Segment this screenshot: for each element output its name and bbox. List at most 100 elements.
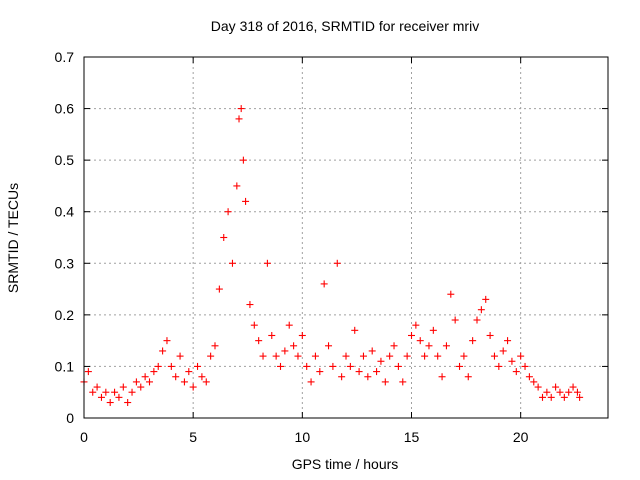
data-point [268, 331, 276, 339]
data-point [377, 357, 385, 365]
data-point [290, 342, 298, 350]
data-point [573, 388, 581, 396]
data-point [451, 316, 459, 324]
data-point [473, 316, 481, 324]
data-point [119, 383, 127, 391]
data-point [111, 388, 119, 396]
data-point [250, 321, 258, 329]
data-point [482, 295, 490, 303]
y-tick-label: 0.4 [55, 204, 75, 220]
y-tick-label: 0.7 [55, 49, 75, 65]
x-tick-label: 5 [189, 429, 197, 445]
data-point [464, 373, 472, 381]
data-point [499, 347, 507, 355]
data-point [351, 326, 359, 334]
data-point [154, 362, 162, 370]
data-point [224, 208, 232, 216]
data-point [146, 378, 153, 386]
y-tick-label: 0.6 [55, 101, 75, 117]
data-point [132, 378, 140, 386]
x-tick-label: 0 [80, 429, 88, 445]
data-point [329, 362, 337, 370]
data-point [504, 337, 512, 345]
data-point [525, 373, 533, 381]
data-point [552, 383, 560, 391]
data-point [556, 388, 564, 396]
data-point [320, 280, 328, 288]
axis-ticks: 0 0.1 0.2 0.3 0.4 0.5 0.6 0.7 0 5 10 15 20 [55, 49, 608, 445]
data-point [530, 378, 538, 386]
data-point [239, 156, 247, 164]
data-point [185, 368, 193, 376]
data-point [438, 373, 446, 381]
x-tick-label: 10 [295, 429, 311, 445]
data-point [394, 362, 402, 370]
y-axis-label: SRMTID / TECUs [5, 183, 21, 293]
data-point [364, 373, 372, 381]
data-point [294, 352, 302, 360]
data-point [477, 306, 485, 314]
data-point [259, 352, 267, 360]
data-point [93, 383, 101, 391]
data-point [447, 290, 455, 298]
data-point [237, 105, 245, 113]
data-point [180, 378, 188, 386]
data-point [89, 388, 97, 396]
data-point [235, 115, 243, 123]
data-point [517, 352, 525, 360]
data-point [172, 373, 180, 381]
data-point [303, 362, 311, 370]
data-point [386, 352, 394, 360]
data-point [84, 368, 92, 376]
data-point [242, 197, 250, 205]
data-point [246, 301, 254, 309]
y-tick-label: 0.1 [55, 358, 75, 374]
data-point [521, 362, 529, 370]
data-point [124, 399, 132, 407]
data-point [469, 337, 477, 345]
data-point [456, 362, 464, 370]
y-tick-label: 0 [66, 410, 74, 426]
data-point [137, 383, 145, 391]
data-point [263, 259, 271, 267]
data-point [359, 352, 367, 360]
data-point [311, 352, 319, 360]
data-point [316, 368, 324, 376]
data-point [543, 388, 551, 396]
data-point [373, 368, 381, 376]
data-point [460, 352, 468, 360]
data-point [425, 342, 433, 350]
chart-title: Day 318 of 2016, SRMTID for receiver mri… [211, 18, 479, 34]
data-point [390, 342, 398, 350]
data-points [80, 105, 584, 407]
x-tick-label: 15 [404, 429, 420, 445]
data-point [159, 347, 167, 355]
data-point [342, 352, 350, 360]
data-point [442, 342, 450, 350]
data-point [412, 321, 420, 329]
data-point [333, 259, 341, 267]
data-point [202, 378, 210, 386]
data-point [421, 352, 429, 360]
data-point [176, 352, 184, 360]
data-point [106, 399, 114, 407]
data-point [285, 321, 293, 329]
data-point [325, 342, 333, 350]
x-axis-label: GPS time / hours [292, 456, 399, 472]
data-point [255, 337, 263, 345]
data-point [198, 373, 206, 381]
data-point [128, 388, 136, 396]
data-point [486, 331, 494, 339]
data-point [211, 342, 219, 350]
grid-lines [84, 57, 608, 418]
data-point [368, 347, 376, 355]
data-point [434, 352, 442, 360]
data-point [272, 352, 280, 360]
data-point [298, 331, 306, 339]
data-point [416, 337, 424, 345]
data-point [408, 331, 415, 339]
data-point [399, 378, 407, 386]
y-tick-label: 0.5 [55, 152, 75, 168]
data-point [115, 393, 123, 401]
